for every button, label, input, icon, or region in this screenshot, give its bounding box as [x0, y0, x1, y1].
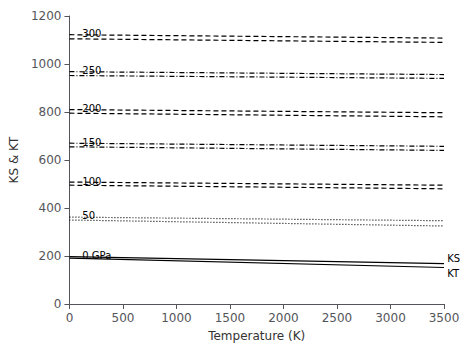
svg-text:300: 300	[82, 28, 101, 39]
svg-text:600: 600	[39, 153, 62, 167]
svg-text:2500: 2500	[322, 311, 353, 325]
svg-text:0 GPa: 0 GPa	[82, 250, 111, 261]
svg-text:500: 500	[111, 311, 134, 325]
svg-text:250: 250	[82, 65, 101, 76]
svg-text:1200: 1200	[31, 9, 62, 23]
svg-text:Temperature (K): Temperature (K)	[207, 329, 305, 343]
svg-text:3000: 3000	[375, 311, 406, 325]
svg-text:1000: 1000	[161, 311, 192, 325]
svg-text:KT: KT	[447, 268, 460, 279]
svg-text:200: 200	[39, 249, 62, 263]
svg-text:0: 0	[54, 297, 62, 311]
svg-text:100: 100	[82, 176, 101, 187]
svg-text:0: 0	[66, 311, 74, 325]
svg-text:200: 200	[82, 103, 101, 114]
svg-text:800: 800	[39, 105, 62, 119]
svg-text:KS & KT: KS & KT	[7, 136, 21, 183]
svg-text:400: 400	[39, 201, 62, 215]
svg-text:KS: KS	[447, 253, 460, 264]
svg-text:1500: 1500	[215, 311, 246, 325]
svg-text:3500: 3500	[429, 311, 460, 325]
svg-text:50: 50	[82, 210, 95, 221]
svg-text:2000: 2000	[268, 311, 299, 325]
svg-text:1000: 1000	[31, 57, 62, 71]
svg-text:150: 150	[82, 137, 101, 148]
